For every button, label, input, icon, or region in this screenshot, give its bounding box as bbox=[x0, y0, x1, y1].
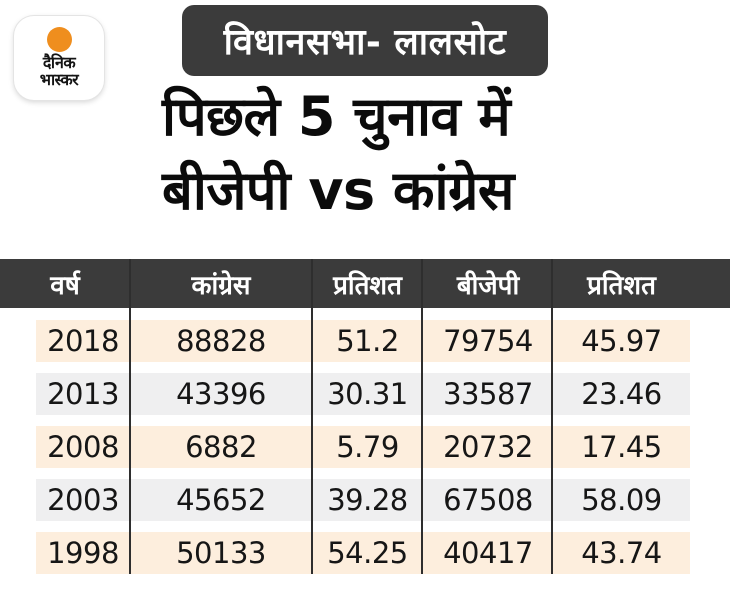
column-divider bbox=[311, 259, 313, 574]
logo-sun-icon bbox=[46, 27, 72, 53]
cell-congress-percent: 39.28 bbox=[327, 483, 408, 517]
cell-bjp-votes: 33587 bbox=[443, 377, 533, 411]
table-header-row: वर्ष कांग्रेस प्रतिशत बीजेपी प्रतिशत bbox=[0, 259, 730, 308]
cell-congress-percent: 30.31 bbox=[327, 377, 408, 411]
cell-congress-votes: 50133 bbox=[176, 536, 266, 570]
cell-bjp-votes: 40417 bbox=[443, 536, 533, 570]
logo-text-line1: दैनिक bbox=[42, 53, 76, 73]
cell-congress-votes: 6882 bbox=[185, 430, 257, 464]
column-header-year: वर्ष bbox=[50, 270, 80, 301]
cell-bjp-percent: 23.46 bbox=[581, 377, 662, 411]
cell-congress-percent: 51.2 bbox=[336, 324, 399, 358]
logo-text-line2: भास्कर bbox=[39, 70, 79, 89]
dainik-bhaskar-logo: दैनिक भास्कर bbox=[14, 16, 104, 100]
cell-congress-votes: 43396 bbox=[176, 377, 266, 411]
table-row: 2013 43396 30.31 33587 23.46 bbox=[36, 373, 690, 415]
page-title: पिछले 5 चुनाव में बीजेपी vs कांग्रेस bbox=[162, 80, 514, 228]
cell-year: 2013 bbox=[47, 377, 119, 411]
column-divider bbox=[129, 259, 131, 574]
cell-bjp-percent: 45.97 bbox=[581, 324, 662, 358]
cell-year: 1998 bbox=[47, 536, 119, 570]
cell-year: 2008 bbox=[47, 430, 119, 464]
title-line-1: पिछले 5 चुनाव में bbox=[162, 85, 511, 148]
cell-congress-percent: 54.25 bbox=[327, 536, 408, 570]
cell-bjp-votes: 79754 bbox=[443, 324, 533, 358]
column-header-percent-2: प्रतिशत bbox=[587, 270, 656, 301]
table-row: 2003 45652 39.28 67508 58.09 bbox=[36, 479, 690, 521]
cell-congress-votes: 88828 bbox=[176, 324, 266, 358]
table-row: 2008 6882 5.79 20732 17.45 bbox=[36, 426, 690, 468]
column-header-bjp: बीजेपी bbox=[456, 270, 520, 301]
constituency-badge: विधानसभा- लालसोट bbox=[182, 5, 548, 76]
table-row: 2018 88828 51.2 79754 45.97 bbox=[36, 320, 690, 362]
cell-congress-percent: 5.79 bbox=[336, 430, 399, 464]
column-header-percent-1: प्रतिशत bbox=[333, 270, 402, 301]
election-results-table: वर्ष कांग्रेस प्रतिशत बीजेपी प्रतिशत 201… bbox=[0, 259, 730, 574]
table-body: 2018 88828 51.2 79754 45.97 2013 43396 3… bbox=[36, 320, 690, 574]
table-row: 1998 50133 54.25 40417 43.74 bbox=[36, 532, 690, 574]
title-line-2: बीजेपी vs कांग्रेस bbox=[162, 159, 514, 222]
cell-year: 2003 bbox=[47, 483, 119, 517]
cell-bjp-votes: 20732 bbox=[443, 430, 533, 464]
cell-bjp-votes: 67508 bbox=[443, 483, 533, 517]
cell-congress-votes: 45652 bbox=[176, 483, 266, 517]
cell-bjp-percent: 58.09 bbox=[581, 483, 662, 517]
cell-bjp-percent: 17.45 bbox=[581, 430, 662, 464]
cell-bjp-percent: 43.74 bbox=[581, 536, 662, 570]
column-divider bbox=[421, 259, 423, 574]
cell-year: 2018 bbox=[47, 324, 119, 358]
column-divider bbox=[551, 259, 553, 574]
column-header-congress: कांग्रेस bbox=[191, 270, 251, 301]
